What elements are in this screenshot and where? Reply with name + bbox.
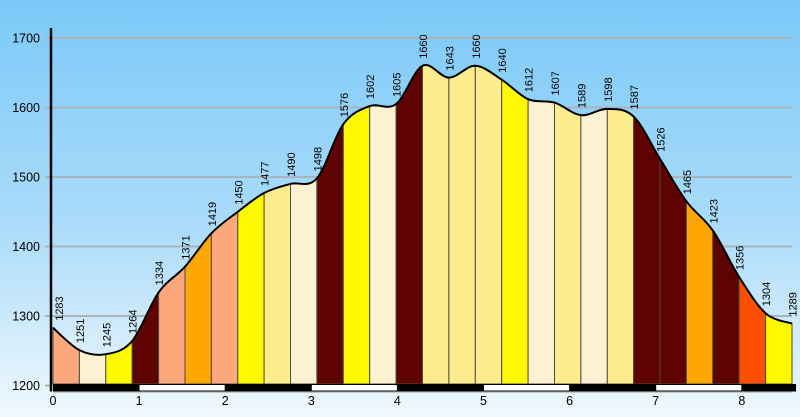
elevation-label: 1526 xyxy=(656,127,668,151)
gradient-band xyxy=(422,64,450,385)
scale-bar-white-segment xyxy=(138,384,226,392)
elevation-label: 1660 xyxy=(471,34,483,58)
scale-bar-shadow xyxy=(53,390,792,393)
gradient-band xyxy=(474,65,503,385)
elevation-label: 1602 xyxy=(365,75,377,99)
y-tick-label: 1700 xyxy=(12,32,40,46)
elevation-label: 1356 xyxy=(735,246,747,270)
gradient-band xyxy=(237,192,265,385)
elevation-label: 1598 xyxy=(603,77,615,101)
y-tick-label: 1200 xyxy=(12,379,40,393)
elevation-label: 1251 xyxy=(75,319,87,343)
gradient-bands xyxy=(52,64,793,385)
y-axis-labels: 1200 1300 1400 1500 1600 1700 xyxy=(12,32,40,394)
elevation-label: 1477 xyxy=(260,162,272,186)
elevation-label: 1419 xyxy=(207,202,219,226)
gradient-band xyxy=(210,210,239,385)
gradient-band xyxy=(448,65,476,385)
x-tick-label: 4 xyxy=(394,394,401,408)
elevation-labels: 1283 1251 1245 1264 1334 1371 1419 1450 1477 1490… xyxy=(54,34,800,347)
y-tick-label: 1300 xyxy=(12,310,40,324)
gradient-band xyxy=(606,108,635,385)
gradient-band xyxy=(580,108,608,385)
y-tick-label: 1400 xyxy=(12,240,40,254)
gradient-band xyxy=(263,183,291,385)
elevation-label: 1334 xyxy=(154,261,166,285)
gradient-band xyxy=(501,78,529,385)
elevation-label: 1490 xyxy=(286,152,298,176)
elevation-label: 1450 xyxy=(233,180,245,204)
x-tick-label: 6 xyxy=(566,394,573,408)
x-tick-label: 5 xyxy=(480,394,487,408)
scale-bar-white-segment xyxy=(310,384,398,392)
elevation-label: 1576 xyxy=(339,93,351,117)
gradient-band xyxy=(342,105,371,385)
elevation-label: 1245 xyxy=(101,323,113,347)
distance-scale-bar xyxy=(53,384,796,393)
scale-bar-black-segment xyxy=(741,384,796,392)
elevation-label: 1605 xyxy=(392,73,404,97)
scale-bar-black-segment xyxy=(397,384,484,392)
gradient-band xyxy=(685,199,714,385)
elevation-label: 1371 xyxy=(181,235,193,259)
elevation-label: 1640 xyxy=(497,48,509,72)
x-tick-label: 3 xyxy=(308,394,315,408)
gradient-band xyxy=(290,177,318,385)
x-tick-label: 8 xyxy=(738,394,745,408)
elevation-label: 1423 xyxy=(708,199,720,223)
scale-bar-white-segment xyxy=(655,384,743,392)
elevation-label: 1283 xyxy=(54,296,66,320)
elevation-label: 1304 xyxy=(761,282,773,306)
scale-bar-white-segment xyxy=(483,384,571,392)
elevation-label: 1643 xyxy=(444,46,456,70)
elevation-curve xyxy=(52,64,793,356)
x-tick-label: 2 xyxy=(222,394,229,408)
elevation-label: 1589 xyxy=(576,84,588,108)
y-tick-label: 1600 xyxy=(12,101,40,115)
elevation-label: 1465 xyxy=(682,170,694,194)
gradient-band xyxy=(554,101,582,385)
elevation-label: 1498 xyxy=(312,147,324,171)
elevation-label: 1607 xyxy=(550,71,562,95)
gradient-band xyxy=(527,98,555,385)
y-tick-label: 1500 xyxy=(12,171,40,185)
x-tick-label: 1 xyxy=(136,394,143,408)
gradient-band xyxy=(633,115,661,385)
elevation-label: 1264 xyxy=(128,310,140,334)
scale-bar-black-segment xyxy=(53,384,140,392)
scale-bar-black-segment xyxy=(225,384,312,392)
scale-bar-black-segment xyxy=(569,384,656,392)
elevation-label: 1289 xyxy=(788,292,800,316)
elevation-label: 1612 xyxy=(524,68,536,92)
gradient-band xyxy=(395,64,423,385)
elevation-label: 1660 xyxy=(418,34,430,58)
gradient-band xyxy=(369,102,397,385)
elevation-label: 1587 xyxy=(629,85,641,109)
gradient-band xyxy=(765,312,793,385)
x-axis-labels: 0 1 2 3 4 5 6 7 8 xyxy=(50,394,746,408)
x-tick-label: 7 xyxy=(652,394,659,408)
x-tick-label: 0 xyxy=(50,394,57,408)
